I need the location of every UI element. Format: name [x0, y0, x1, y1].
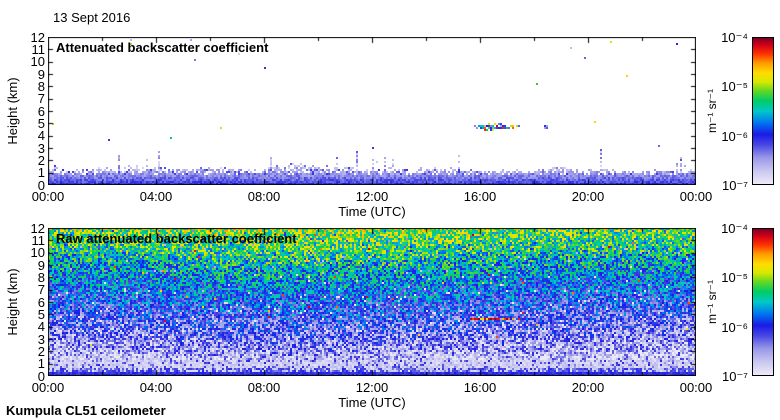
y-tick-label: 4: [37, 319, 45, 334]
colorbar-tick-label: 10⁻⁷: [721, 178, 748, 193]
y-tick-label: 10: [30, 245, 45, 260]
axes-frame-bottom: [48, 228, 696, 376]
panel-title-top: Attenuated backscatter coefficient: [56, 40, 269, 55]
y-tick-label: 8: [37, 270, 45, 285]
x-tick-label: 00:00: [679, 189, 713, 204]
y-tick-label: 7: [37, 91, 45, 106]
y-tick-label: 3: [37, 332, 45, 347]
y-tick-label: 9: [37, 67, 45, 82]
y-tick-label: 1: [37, 165, 45, 180]
y-tick-label: 7: [37, 282, 45, 297]
x-tick-label: 04:00: [139, 380, 173, 395]
y-tick-label: 6: [37, 295, 45, 310]
x-tick-label: 20:00: [571, 189, 605, 204]
colorbar-tick-label: 10⁻⁵: [721, 79, 748, 94]
colorbar-top: [752, 37, 774, 185]
panel-title-bottom: Raw attenuated backscatter coefficient: [56, 231, 297, 246]
x-tick-label: 16:00: [463, 380, 497, 395]
colorbar-unit-label-top: m⁻¹ sr⁻¹: [705, 89, 719, 133]
colorbar-tick-label: 10⁻⁴: [721, 30, 748, 45]
x-tick-label: 04:00: [139, 189, 173, 204]
y-tick-label: 4: [37, 128, 45, 143]
colorbar-tick-label: 10⁻⁴: [721, 221, 748, 236]
y-tick-label: 6: [37, 104, 45, 119]
x-tick-label: 12:00: [355, 189, 389, 204]
x-tick-label: 16:00: [463, 189, 497, 204]
y-tick-label: 12: [30, 221, 45, 236]
x-tick-label: 00:00: [679, 380, 713, 395]
y-tick-label: 5: [37, 116, 45, 131]
x-tick-label: 00:00: [31, 380, 65, 395]
axes-frame-top: [48, 37, 696, 185]
y-tick-label: 2: [37, 153, 45, 168]
y-tick-label: 12: [30, 30, 45, 45]
x-axis-label-bottom: Time (UTC): [338, 395, 406, 410]
y-tick-label: 9: [37, 258, 45, 273]
x-tick-label: 12:00: [355, 380, 389, 395]
colorbar-bottom: [752, 228, 774, 376]
y-tick-label: 11: [31, 42, 46, 57]
y-tick-label: 2: [37, 344, 45, 359]
instrument-label: Kumpula CL51 ceilometer: [6, 403, 166, 418]
colorbar-unit-label-bottom: m⁻¹ sr⁻¹: [705, 280, 719, 324]
x-tick-label: 08:00: [247, 380, 281, 395]
date-label: 13 Sept 2016: [53, 10, 131, 25]
colorbar-tick-label: 10⁻⁶: [721, 320, 748, 335]
y-tick-label: 10: [30, 54, 45, 69]
colorbar-tick-label: 10⁻⁷: [721, 369, 748, 384]
x-tick-label: 20:00: [571, 380, 605, 395]
y-tick-label: 1: [37, 356, 45, 371]
x-tick-label: 00:00: [31, 189, 65, 204]
y-tick-label: 5: [37, 307, 45, 322]
y-tick-label: 3: [37, 141, 45, 156]
colorbar-tick-label: 10⁻⁵: [721, 270, 748, 285]
x-axis-label-top: Time (UTC): [338, 204, 406, 219]
y-tick-label: 11: [31, 233, 46, 248]
y-tick-label: 8: [37, 79, 45, 94]
colorbar-tick-label: 10⁻⁶: [721, 129, 748, 144]
y-tick-label: 0: [37, 178, 45, 193]
y-tick-label: 0: [37, 369, 45, 384]
x-tick-label: 08:00: [247, 189, 281, 204]
